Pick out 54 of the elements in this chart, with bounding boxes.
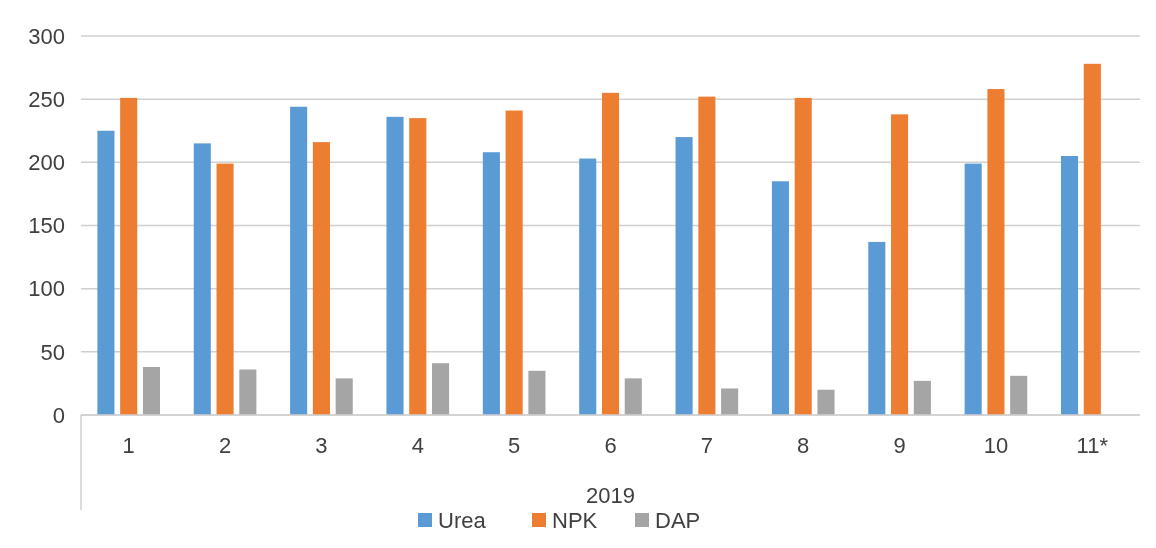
x-tick-label: 9 — [893, 433, 906, 458]
bar — [1083, 63, 1101, 415]
bar — [290, 106, 308, 415]
y-tick-label: 0 — [52, 402, 65, 428]
bar — [913, 380, 931, 415]
bar — [386, 116, 404, 415]
bar — [432, 363, 450, 415]
bar — [624, 378, 642, 415]
bar — [216, 163, 234, 415]
y-tick-label: 50 — [40, 339, 65, 365]
bar — [771, 181, 789, 415]
bar — [675, 137, 693, 415]
x-tick-label: 8 — [797, 433, 810, 458]
legend-label: DAP — [655, 508, 701, 533]
bar — [1010, 375, 1028, 415]
bar — [409, 118, 427, 415]
x-tick-label: 4 — [411, 433, 424, 458]
legend-label: Urea — [438, 508, 487, 533]
y-tick-label: 100 — [28, 276, 65, 302]
bar — [312, 142, 330, 415]
bar — [239, 369, 257, 415]
bar — [120, 97, 138, 415]
x-axis-title: 2019 — [586, 483, 635, 508]
y-tick-label: 150 — [28, 213, 65, 239]
bar — [601, 92, 620, 415]
x-tick-label: 11* — [1076, 433, 1109, 458]
y-tick-label: 250 — [28, 86, 65, 112]
bar — [817, 389, 835, 415]
bar — [987, 89, 1005, 415]
bar — [868, 241, 886, 415]
x-tick-label: 6 — [604, 433, 617, 458]
bar — [964, 163, 982, 415]
bar — [193, 143, 211, 415]
x-tick-label: 10 — [983, 433, 1009, 458]
x-tick-label: 2 — [218, 433, 232, 458]
y-tick-label: 300 — [28, 23, 65, 49]
x-tick-label: 1 — [122, 433, 135, 458]
x-tick-label: 7 — [700, 433, 713, 458]
bar — [97, 130, 115, 415]
bar — [721, 388, 739, 415]
x-tick-label: 3 — [315, 433, 328, 458]
bar — [891, 114, 909, 415]
x-tick-label: 5 — [508, 433, 521, 458]
bar — [794, 97, 812, 415]
y-tick-label: 200 — [28, 150, 65, 176]
bar — [579, 158, 597, 415]
bar — [1060, 156, 1079, 415]
bar — [142, 366, 161, 415]
bar — [505, 110, 523, 415]
bar — [335, 378, 353, 415]
legend-label: NPK — [552, 508, 598, 533]
bar — [528, 370, 546, 415]
bar — [482, 152, 500, 415]
bar — [698, 96, 716, 415]
